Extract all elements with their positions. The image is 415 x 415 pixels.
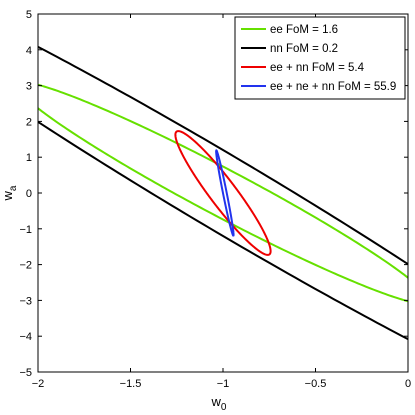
y-tick-label: −1	[19, 224, 32, 236]
y-tick-label: −3	[19, 295, 32, 307]
y-tick-label: −5	[19, 367, 32, 379]
x-tick-label: −0.5	[305, 378, 327, 390]
legend-label: ee + nn FoM = 5.4	[270, 62, 365, 74]
x-tick-label: −1.5	[120, 378, 142, 390]
y-tick-label: 4	[26, 45, 32, 57]
y-tick-label: 0	[26, 188, 32, 200]
contour-3	[174, 130, 272, 256]
legend: ee FoM = 1.6 nn FoM = 0.2 ee + nn FoM = 5.…	[234, 16, 406, 100]
y-tick-label: 1	[26, 152, 32, 164]
x-tick-label: −1	[217, 378, 230, 390]
legend-label: ee + ne + nn FoM = 55.9	[270, 81, 396, 93]
y-tick-label: −4	[19, 331, 32, 343]
x-tick-label: −2	[32, 378, 45, 390]
contour-4	[215, 149, 235, 237]
x-tick-label: 0	[405, 378, 411, 390]
contour-1	[38, 83, 408, 303]
y-tick-label: −2	[19, 260, 32, 272]
legend-label: nn FoM = 0.2	[270, 43, 338, 55]
legend-label: ee FoM = 1.6	[270, 24, 338, 36]
x-axis-label: w0	[211, 394, 227, 413]
y-tick-label: 5	[26, 9, 32, 21]
y-tick-label: 3	[26, 81, 32, 93]
y-axis-label: wa	[0, 185, 19, 201]
legend-box	[234, 16, 406, 100]
y-tick-label: 2	[26, 116, 32, 128]
